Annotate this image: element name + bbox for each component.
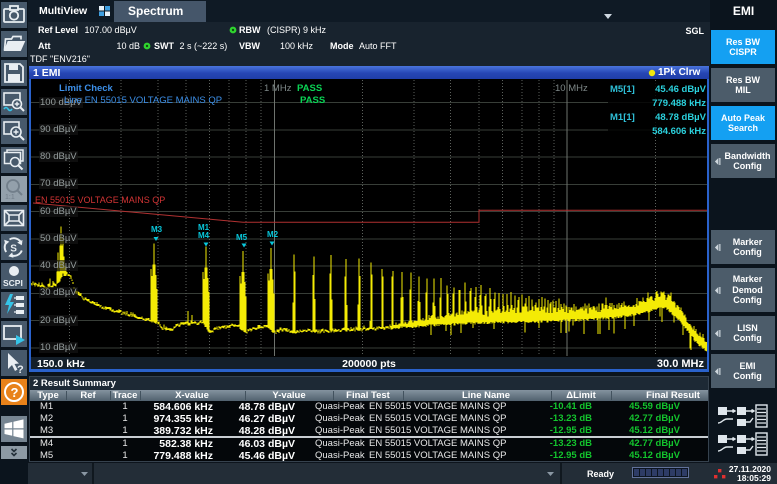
svg-text:S: S xyxy=(10,244,17,255)
svg-text:?: ? xyxy=(17,364,24,376)
svg-text:?: ? xyxy=(11,385,19,400)
svg-text:1:1: 1:1 xyxy=(5,194,15,201)
svg-text:SCPI: SCPI xyxy=(3,278,23,288)
